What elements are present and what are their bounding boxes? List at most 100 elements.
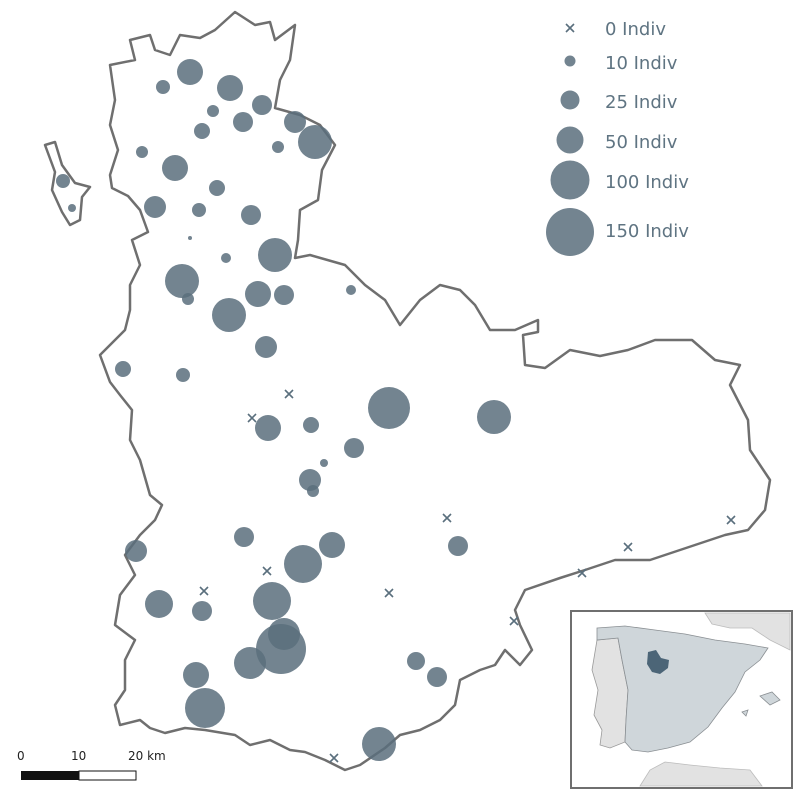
site-circle	[272, 141, 284, 153]
site-circle	[299, 469, 321, 491]
legend-item-1: 10 Indiv	[564, 53, 678, 74]
site-circle	[165, 264, 199, 298]
legend-label: 25 Indiv	[605, 92, 678, 113]
site-circle	[177, 59, 203, 85]
site-circle	[145, 590, 173, 618]
site-zero-cross	[247, 413, 257, 423]
site-circle	[258, 238, 292, 272]
site-circle	[192, 601, 212, 621]
site-circle	[241, 205, 261, 225]
province-boundary	[43, 10, 772, 772]
inset-spain	[596, 625, 769, 753]
site-circle	[298, 125, 332, 159]
site-circle	[221, 253, 231, 263]
site-circle	[115, 361, 131, 377]
site-circle	[274, 285, 294, 305]
legend-label: 10 Indiv	[605, 53, 678, 74]
site-zero-cross	[726, 515, 736, 525]
site-zero-cross	[442, 513, 452, 523]
legend-symbol-circle	[564, 55, 576, 67]
exclave-outline	[43, 140, 92, 227]
site-circle	[192, 203, 206, 217]
site-circle	[176, 368, 190, 382]
site-circle	[346, 285, 356, 295]
site-zero-cross	[262, 566, 272, 576]
site-zero-cross	[509, 616, 519, 626]
site-circle	[284, 111, 306, 133]
site-circle	[320, 459, 328, 467]
site-zero-cross	[199, 586, 209, 596]
legend-item-0: 0 Indiv	[565, 19, 666, 40]
legend-label: 50 Indiv	[605, 132, 678, 153]
legend-symbol-cross	[565, 23, 575, 33]
site-zero-cross	[384, 588, 394, 598]
site-circle	[156, 80, 170, 94]
inset-balearic-islands	[741, 691, 781, 717]
inset-france	[704, 612, 791, 651]
legend-label: 150 Indiv	[605, 221, 689, 242]
site-circle	[284, 545, 322, 583]
site-circle	[255, 415, 281, 441]
site-circle	[212, 298, 246, 332]
site-symbols	[56, 59, 736, 763]
site-circle	[427, 667, 447, 687]
site-circle	[344, 438, 364, 458]
site-circle	[245, 281, 271, 307]
site-circle	[253, 582, 291, 620]
legend-item-3: 50 Indiv	[556, 126, 678, 154]
site-circle	[56, 174, 70, 188]
province-outline	[98, 10, 772, 772]
legend-item-5: 150 Indiv	[546, 208, 689, 256]
site-circle	[188, 236, 192, 240]
site-circle	[68, 204, 76, 212]
site-circle	[217, 75, 243, 101]
scale-tick-label: 20 km	[128, 749, 166, 763]
legend-item-2: 25 Indiv	[560, 90, 678, 113]
inset-locator-map	[570, 610, 793, 789]
site-circle	[144, 196, 166, 218]
site-circle	[255, 336, 277, 358]
site-circle	[407, 652, 425, 670]
legend-label: 0 Indiv	[605, 19, 666, 40]
site-circle	[319, 532, 345, 558]
scale-segment-light	[78, 770, 137, 781]
site-zero-cross	[284, 389, 294, 399]
scale-tick-label: 10	[71, 749, 86, 763]
site-circle	[182, 293, 194, 305]
site-circle	[477, 400, 511, 434]
site-circle	[368, 387, 410, 429]
site-circle	[185, 688, 225, 728]
site-circle	[136, 146, 148, 158]
legend-label: 100 Indiv	[605, 172, 689, 193]
site-circle	[256, 624, 306, 674]
site-zero-cross	[623, 542, 633, 552]
scale-bar: 0 10 20 km	[17, 749, 166, 781]
site-circle	[234, 647, 266, 679]
scale-tick-label: 0	[17, 749, 25, 763]
site-circle	[162, 155, 188, 181]
site-circle	[448, 536, 468, 556]
site-circle	[233, 112, 253, 132]
site-circle	[183, 662, 209, 688]
site-circle	[307, 485, 319, 497]
inset-highlighted-province	[647, 650, 669, 674]
site-circle	[362, 727, 396, 761]
legend-symbol-circle	[560, 90, 580, 110]
inset-africa	[639, 761, 763, 787]
legend-symbol-circle	[546, 208, 594, 256]
site-circle	[303, 417, 319, 433]
site-zero-cross	[577, 568, 587, 578]
site-circle	[125, 540, 147, 562]
site-circle	[207, 105, 219, 117]
scale-segment-dark	[21, 771, 79, 780]
legend-symbol-circle	[556, 126, 584, 154]
site-circle	[252, 95, 272, 115]
site-circle	[234, 527, 254, 547]
site-circle	[209, 180, 225, 196]
legend-symbol-circle	[550, 160, 590, 200]
site-zero-cross	[329, 753, 339, 763]
site-circle	[194, 123, 210, 139]
legend: 0 Indiv 10 Indiv 25 Indiv 50 Indiv 100 I…	[546, 19, 689, 256]
legend-item-4: 100 Indiv	[550, 160, 689, 200]
